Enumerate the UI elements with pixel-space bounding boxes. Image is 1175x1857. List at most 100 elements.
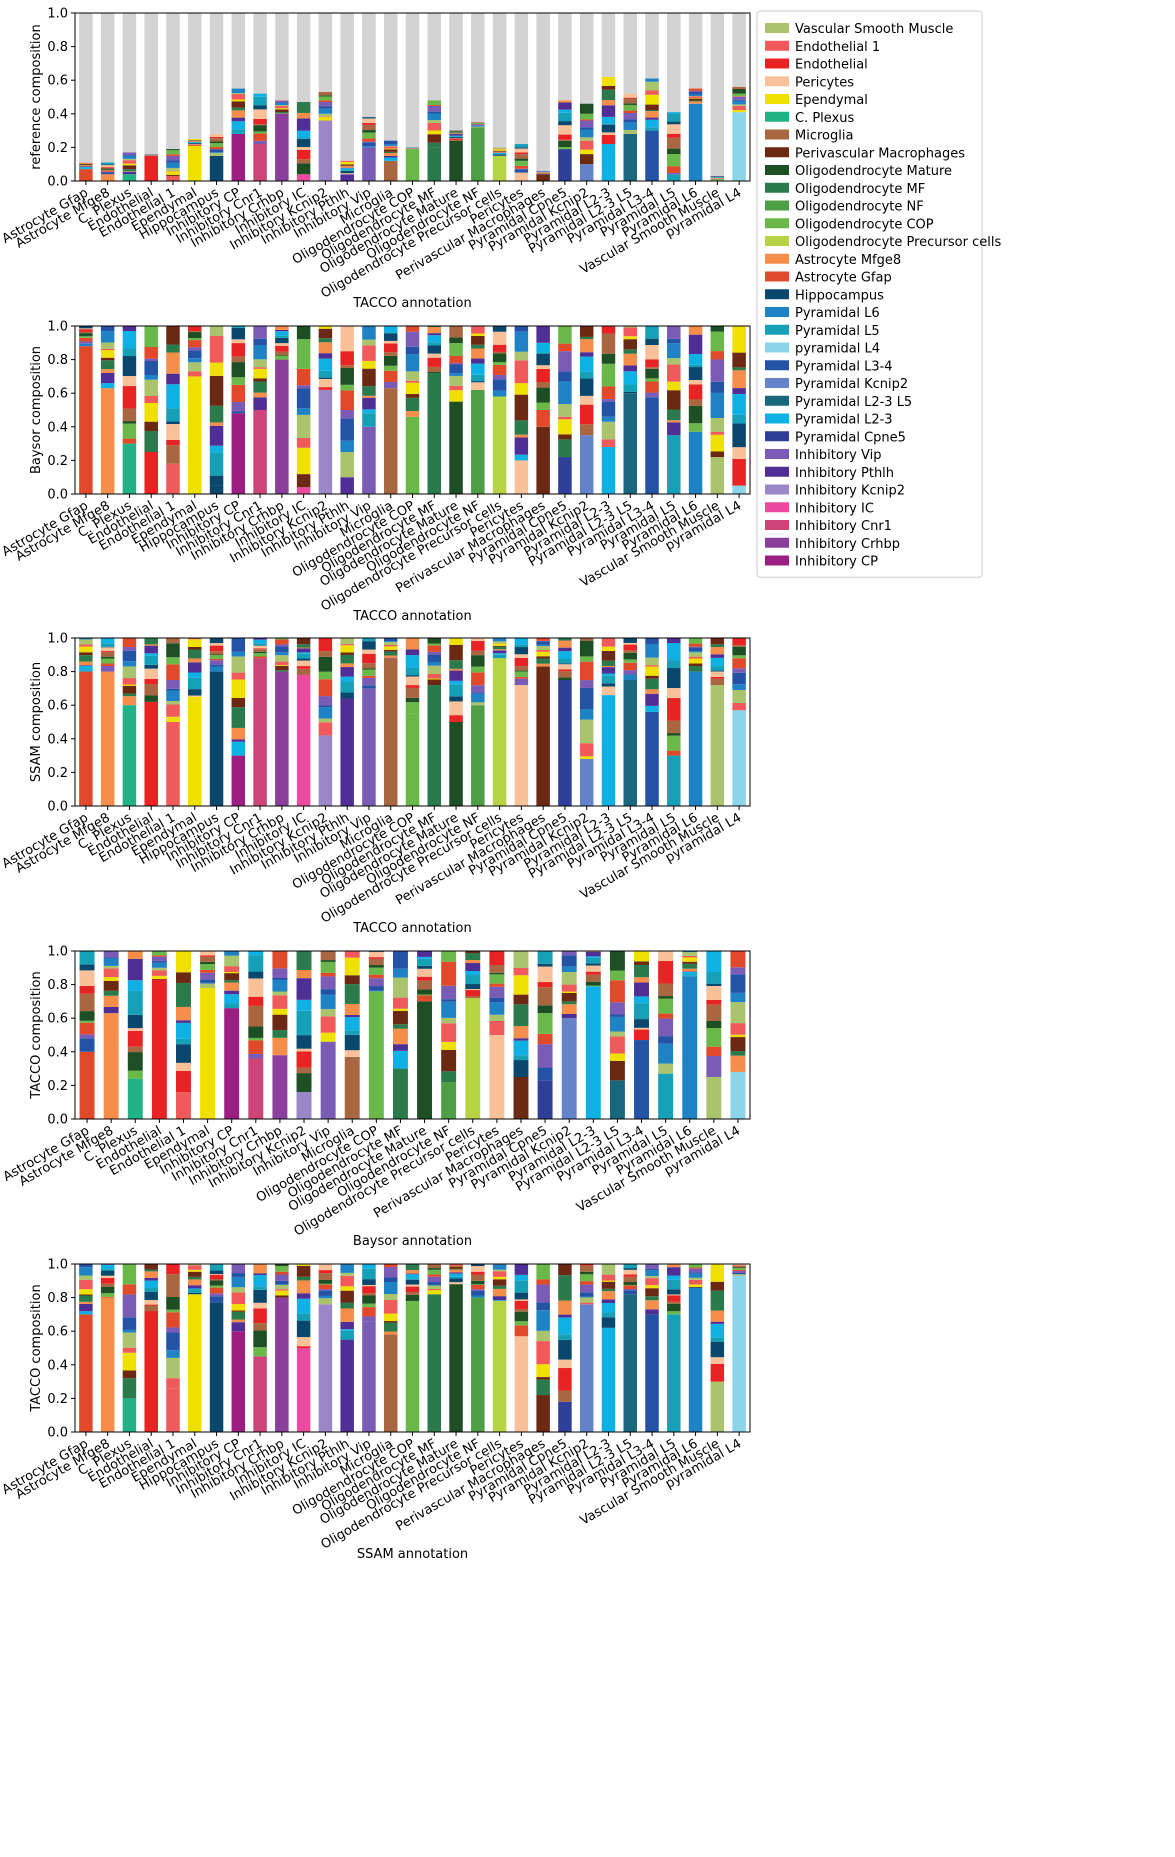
bar-segment-pyramidal-l6 <box>166 1350 180 1358</box>
bar-segment-astrocyte-gfap <box>79 346 93 494</box>
bar-segment-vascular-smooth-muscle <box>688 652 703 657</box>
bar-segment-inhibitory-vip <box>471 685 485 693</box>
bar-segment-pyramidal-l6 <box>688 651 703 653</box>
bar-segment-pyramidal-l3-4 <box>623 1290 637 1295</box>
bar-segment-pyramidal-l2-3 <box>383 326 398 333</box>
bar-segment-oligodendrocyte-mature <box>427 638 442 644</box>
bar-segment-oligodendrocyte-mature <box>100 1286 115 1294</box>
bar-segment-microglia <box>383 160 398 181</box>
y-tick-label: 0.4 <box>47 1358 68 1373</box>
bar-segment-inhibitory-vip <box>253 326 267 339</box>
bar-segment-astrocyte-gfap <box>209 1287 224 1294</box>
bar-segment-inhibitory-vip <box>362 147 376 181</box>
x-axis-label: Baysor annotation <box>353 1234 472 1249</box>
bar-segment-pericytes <box>362 649 376 654</box>
bar-segment-vascular-smooth-muscle <box>558 404 572 417</box>
bar-segment-pyramidal-l2-3 <box>465 971 481 976</box>
bar-segment-oligodendrocyte-mature <box>405 697 420 703</box>
bar-stack <box>536 13 550 181</box>
bar-segment-ependymal <box>188 376 202 494</box>
bar-segment-endothelial-1 <box>79 162 93 164</box>
bar-stack <box>601 638 616 806</box>
bar-segment-endothelial-1 <box>732 105 746 111</box>
bar-segment-oligodendrocyte-mf <box>601 1288 616 1292</box>
bar-segment-hippocampus <box>296 1320 311 1338</box>
bar-stack <box>188 638 202 806</box>
bar-segment-perivascular-macrophages <box>601 650 616 661</box>
bar-stack <box>144 13 158 181</box>
bar-segment-pericytes <box>100 647 115 652</box>
bar-segment-astrocyte-gfap <box>427 105 442 107</box>
legend-label: Oligodendrocyte Mature <box>795 164 952 179</box>
bar-segment-microglia <box>275 351 289 355</box>
bar-segment-vascular-smooth-muscle <box>209 152 224 156</box>
bar-segment-inhibitory-vip <box>318 102 333 107</box>
bar-segment-oligodendrocyte-cop <box>609 970 625 981</box>
bar-segment-inhibitory-pthlh <box>667 1267 681 1276</box>
legend-item-astrocyte-gfap: Astrocyte Gfap <box>765 271 892 286</box>
bar-segment-microglia <box>188 331 202 333</box>
bar-stack <box>79 638 93 806</box>
bar-rest-segment <box>166 13 180 150</box>
bar-segment-pericytes <box>176 1062 191 1071</box>
bar-stack <box>383 13 398 181</box>
bar-segment-astrocyte-mfge8 <box>449 1269 463 1273</box>
bar-segment-astrocyte-mfge8 <box>667 420 681 423</box>
bar-segment-astrocyte-mfge8 <box>558 640 572 648</box>
bar-stack <box>492 326 507 494</box>
bar-segment-ependymal <box>645 1285 659 1289</box>
legend-item-pyramidal-kcnip2: Pyramidal Kcnip2 <box>765 377 908 392</box>
bar-segment-oligodendrocyte-cop <box>579 113 594 120</box>
bar-segment-oligodendrocyte-mature <box>623 103 637 105</box>
bar-segment-oligodendrocyte-mature <box>601 353 616 364</box>
y-tick-label: 1.0 <box>47 945 68 960</box>
bar-segment-hippocampus <box>383 333 398 341</box>
bar-stack <box>122 13 137 181</box>
bar-segment-astrocyte-gfap <box>601 386 616 400</box>
bar-stack <box>732 13 746 181</box>
bar-rest-segment <box>492 13 507 148</box>
bar-segment-perivascular-macrophages <box>166 326 180 345</box>
bar-segment-inhibitory-pthlh <box>122 171 137 175</box>
bar-segment-pericytes <box>127 1028 143 1031</box>
bar-segment-inhibitory-vip <box>272 968 288 979</box>
bar-stack <box>209 326 224 494</box>
bar-segment-inhibitory-cp <box>231 133 246 181</box>
bar-segment-pyramidal-l3-4 <box>427 111 442 114</box>
bar-segment-oligodendrocyte-mature <box>623 1282 637 1285</box>
bar-segment-oligodendrocyte-mf <box>209 405 224 423</box>
legend-label: Astrocyte Gfap <box>795 271 892 286</box>
bar-segment-oligodendrocyte-cop <box>667 1311 681 1315</box>
bar-segment-oligodendrocyte-mature <box>166 643 180 658</box>
bar-segment-endothelial-1 <box>383 146 398 149</box>
bar-segment-oligodendrocyte-mf <box>667 409 681 421</box>
bar-segment-pyramidal-l5 <box>427 342 442 346</box>
bar-segment-oligodendrocyte-mf <box>688 100 703 102</box>
bar-segment-microglia <box>144 1305 158 1312</box>
bar-segment-hippocampus <box>623 638 637 643</box>
bar-segment-astrocyte-mfge8 <box>579 339 594 353</box>
bar-segment-pyramidal-l5 <box>645 326 659 339</box>
bar-segment-astrocyte-mfge8 <box>275 326 289 330</box>
bar-segment-astrocyte-mfge8 <box>492 1288 507 1297</box>
bar-segment-hippocampus <box>209 671 224 806</box>
bar-segment-astrocyte-gfap <box>79 671 93 806</box>
bar-segment-pyramidal-l2-3 <box>176 1022 191 1039</box>
bar-segment-perivascular-macrophages <box>188 1271 202 1277</box>
legend-swatch <box>765 342 789 353</box>
bar-segment-inhibitory-vip <box>275 1274 289 1281</box>
bar-segment-pyramidal-l6 <box>561 966 577 972</box>
bar-segment-pyramidal-l5 <box>340 1330 354 1340</box>
bar-segment-perivascular-macrophages <box>645 1288 659 1297</box>
bar-segment-astrocyte-gfap <box>558 343 572 352</box>
bar-segment-oligodendrocyte-mature <box>449 401 463 494</box>
bar-segment-microglia <box>209 138 224 142</box>
bar-segment-pericytes <box>558 125 572 135</box>
bar-segment-pyramidal-l3-4 <box>623 119 637 123</box>
bar-segment-pericytes <box>645 345 659 360</box>
bar-segment-oligodendrocyte-mf <box>318 338 333 343</box>
bar-segment-pyramidal-l6 <box>318 1295 333 1299</box>
bar-segment-microglia <box>585 974 601 982</box>
bar-segment-vascular-smooth-muscle <box>579 1297 594 1303</box>
bar-segment-oligodendrocyte-mf <box>340 1302 354 1309</box>
